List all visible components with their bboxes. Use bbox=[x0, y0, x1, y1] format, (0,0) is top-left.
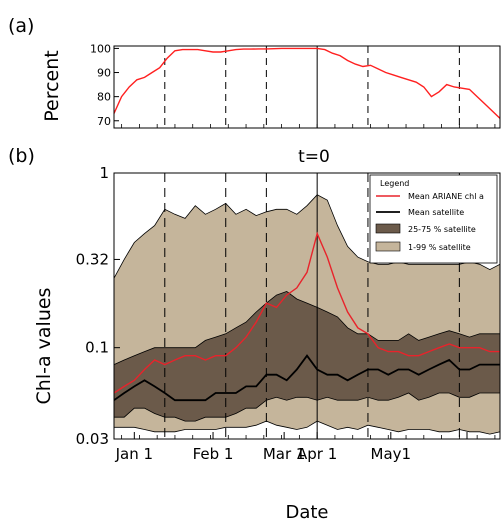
x-tick-label: Mar 1 bbox=[263, 445, 306, 463]
panel-b-frame bbox=[113, 172, 501, 440]
legend-label-ariane: Mean ARIANE chl a bbox=[408, 192, 484, 201]
legend-label-mean: Mean satellite bbox=[408, 208, 464, 217]
panel-a: (a) Percent 70 80 90 100 bbox=[8, 15, 501, 129]
panel-b-title: t=0 bbox=[298, 147, 330, 167]
y-tick-label: 0.32 bbox=[76, 250, 109, 268]
x-tick-label: Apr 1 bbox=[297, 445, 337, 463]
y-tick-label: 1 bbox=[99, 164, 109, 182]
mean-ariane-line bbox=[113, 231, 500, 394]
x-tick-label: May1 bbox=[371, 445, 412, 463]
panel-a-label: (a) bbox=[8, 15, 34, 37]
x-tick-label: Feb 1 bbox=[193, 445, 234, 463]
legend-label-1-99: 1-99 % satellite bbox=[408, 243, 471, 252]
legend-title: Legend bbox=[380, 179, 409, 188]
percent-line bbox=[113, 47, 501, 119]
legend-swatch-1-99 bbox=[375, 241, 401, 252]
panel-a-ylabel: Percent bbox=[41, 50, 63, 122]
y-tick-label: 0.1 bbox=[85, 339, 109, 357]
y-tick-label: 100 bbox=[90, 42, 111, 55]
panel-b-xlabel: Date bbox=[285, 502, 328, 523]
panel-b-label: (b) bbox=[8, 145, 35, 167]
legend-swatch-25-75 bbox=[375, 223, 401, 234]
mean-satellite-line bbox=[113, 354, 500, 402]
y-tick-label: 0.03 bbox=[76, 430, 109, 448]
x-tick-label: Jan 1 bbox=[115, 445, 153, 463]
legend: Legend Mean ARIANE chl a Mean satellite … bbox=[369, 174, 498, 264]
y-tick-label: 70 bbox=[97, 115, 111, 128]
y-tick-label: 90 bbox=[97, 67, 111, 80]
y-tick-label: 80 bbox=[97, 91, 111, 104]
panel-a-frame bbox=[113, 45, 501, 129]
panel-b: (b) t=0 Chl-a values Date 0.03 0.1 0.32 1 J… bbox=[8, 145, 501, 523]
panel-b-ylabel: Chl-a values bbox=[33, 288, 55, 405]
legend-label-25-75: 25-75 % satellite bbox=[408, 225, 476, 234]
